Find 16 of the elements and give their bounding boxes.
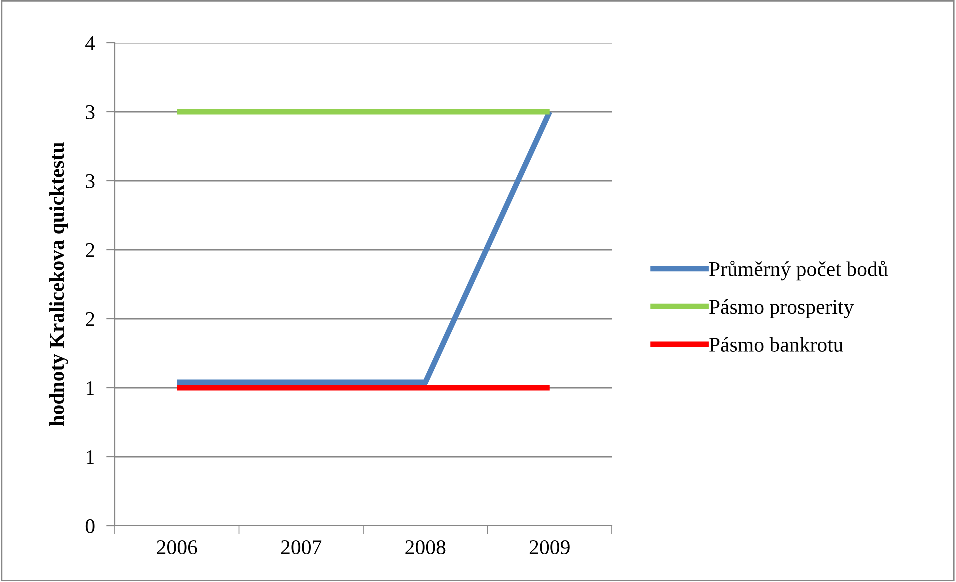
x-tick-label: 2008 <box>406 540 446 555</box>
x-tick-label: 2007 <box>281 540 322 555</box>
y-tick-label: 1 <box>86 450 94 464</box>
legend-label: Pásmo prosperity <box>710 299 854 318</box>
x-tick-label: 2009 <box>530 540 570 555</box>
y-tick-label: 3 <box>86 105 95 120</box>
y-axis-title: hodnoty Kralicekova quicktestu <box>50 142 68 426</box>
y-tick-label: 4 <box>86 36 96 50</box>
y-tick-label: 2 <box>86 312 94 326</box>
y-tick-label: 3 <box>86 174 95 188</box>
legend-label: Pásmo bankrotu <box>710 337 844 352</box>
legend-label: Průměrný počet bodů <box>710 261 888 281</box>
x-tick-label: 2006 <box>157 540 198 555</box>
y-tick-label: 1 <box>86 381 94 396</box>
y-tick-label: 2 <box>86 243 94 258</box>
y-tick-label: 0 <box>86 519 95 534</box>
